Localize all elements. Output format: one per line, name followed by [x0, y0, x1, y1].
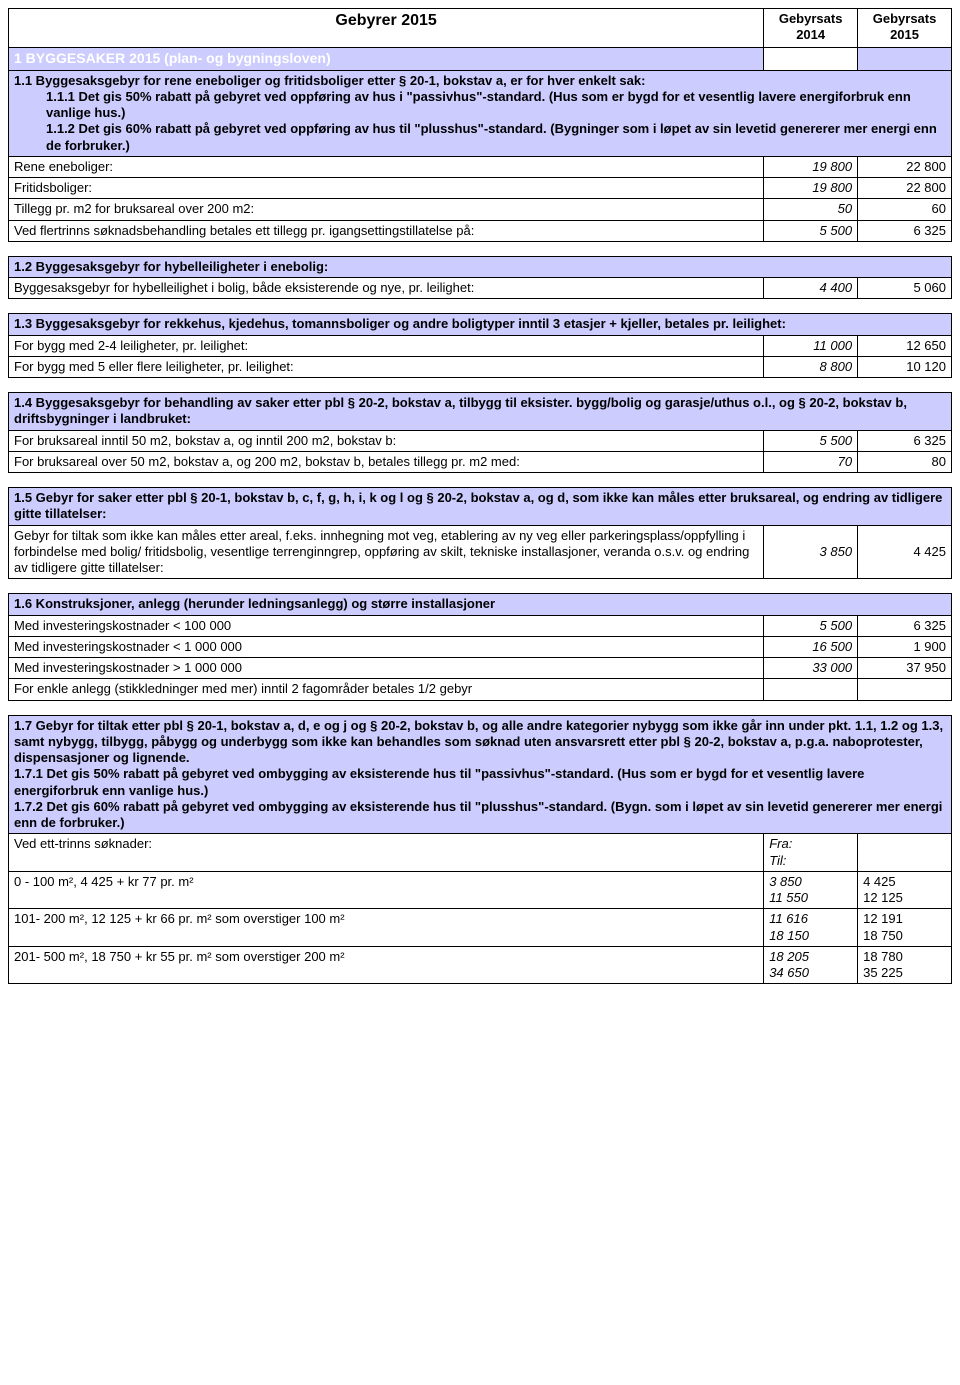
s17-172: 1.7.2 Det gis 60% rabatt på gebyret ved … [14, 799, 946, 832]
row-v14: 70 [764, 451, 858, 472]
row-v14: 33 000 [764, 658, 858, 679]
s17-body: 1.7 Gebyr for tiltak etter pbl § 20-1, b… [9, 715, 952, 834]
row-v14: 16 500 [764, 636, 858, 657]
row-v14: 19 800 [764, 156, 858, 177]
row-v15: 22 800 [858, 178, 952, 199]
table-section-1-1: Gebyrer 2015 Gebyrsats 2014 Gebyrsats 20… [8, 8, 952, 242]
row-label: For enkle anlegg (stikkledninger med mer… [9, 679, 764, 700]
row-v15: 37 950 [858, 658, 952, 679]
row-label: Ved flertrinns søknadsbehandling betales… [9, 220, 764, 241]
row-label: Rene eneboliger: [9, 156, 764, 177]
row-v14: 8 800 [764, 356, 858, 377]
row-v14: 5 500 [764, 615, 858, 636]
col-2015: Gebyrsats 2015 [858, 9, 952, 48]
row-v14: 3 850 [764, 525, 858, 579]
row-label: For bruksareal over 50 m2, bokstav a, og… [9, 451, 764, 472]
row-v15: 6 325 [858, 430, 952, 451]
row-label: For bruksareal inntil 50 m2, bokstav a, … [9, 430, 764, 451]
row-v15: 22 800 [858, 156, 952, 177]
s17-title: 1.7 Gebyr for tiltak etter pbl § 20-1, b… [14, 718, 946, 767]
row-v15: 80 [858, 451, 952, 472]
row-v15: 60 [858, 199, 952, 220]
row-label: 201- 500 m², 18 750 + kr 55 pr. m² som o… [9, 946, 764, 984]
sec-1-1-body: 1.1 Byggesaksgebyr for rene eneboliger o… [9, 70, 952, 156]
row-v14: 18 205 34 650 [764, 946, 858, 984]
table-section-1-2: 1.2 Byggesaksgebyr for hybelleiligheter … [8, 256, 952, 300]
s14-title: 1.4 Byggesaksgebyr for behandling av sak… [9, 393, 952, 431]
table-section-1-4: 1.4 Byggesaksgebyr for behandling av sak… [8, 392, 952, 473]
row-label: 101- 200 m², 12 125 + kr 66 pr. m² som o… [9, 909, 764, 947]
row-v15: 12 650 [858, 335, 952, 356]
col-2014: Gebyrsats 2014 [764, 9, 858, 48]
row-label: Med investeringskostnader < 100 000 [9, 615, 764, 636]
row-v14: 5 500 [764, 430, 858, 451]
row-v14: 5 500 [764, 220, 858, 241]
table-section-1-7: 1.7 Gebyr for tiltak etter pbl § 20-1, b… [8, 715, 952, 985]
row-label: Gebyr for tiltak som ikke kan måles ette… [9, 525, 764, 579]
sec1-title: 1 BYGGESAKER 2015 (plan- og bygningslove… [9, 48, 764, 71]
table-section-1-3: 1.3 Byggesaksgebyr for rekkehus, kjedehu… [8, 313, 952, 378]
row-label: Med investeringskostnader > 1 000 000 [9, 658, 764, 679]
row-v14: 4 400 [764, 278, 858, 299]
s12-title: 1.2 Byggesaksgebyr for hybelleiligheter … [9, 256, 952, 277]
row-label: Fritidsboliger: [9, 178, 764, 199]
row-label: Byggesaksgebyr for hybelleilighet i boli… [9, 278, 764, 299]
table-section-1-5: 1.5 Gebyr for saker etter pbl § 20-1, bo… [8, 487, 952, 579]
row-v15: 1 900 [858, 636, 952, 657]
row-v15: 4 425 12 125 [858, 871, 952, 909]
row-label: For bygg med 2-4 leiligheter, pr. leilig… [9, 335, 764, 356]
row-v14: 50 [764, 199, 858, 220]
row-v15: 6 325 [858, 220, 952, 241]
row-v14: 3 850 11 550 [764, 871, 858, 909]
s11-112: 1.1.2 Det gis 60% rabatt på gebyret ved … [14, 121, 946, 154]
s11-title: 1.1 Byggesaksgebyr for rene eneboliger o… [14, 73, 946, 89]
row-v14: Fra: Til: [764, 834, 858, 872]
row-label: Ved ett-trinns søknader: [9, 834, 764, 872]
row-label: Tillegg pr. m2 for bruksareal over 200 m… [9, 199, 764, 220]
row-v14: 11 616 18 150 [764, 909, 858, 947]
row-v15: 6 325 [858, 615, 952, 636]
row-v15: 4 425 [858, 525, 952, 579]
row-v14: 19 800 [764, 178, 858, 199]
row-v15: 18 780 35 225 [858, 946, 952, 984]
row-label: For bygg med 5 eller flere leiligheter, … [9, 356, 764, 377]
row-label: Med investeringskostnader < 1 000 000 [9, 636, 764, 657]
row-v14: 11 000 [764, 335, 858, 356]
row-v15: 5 060 [858, 278, 952, 299]
s16-title: 1.6 Konstruksjoner, anlegg (herunder led… [9, 594, 952, 615]
s13-title: 1.3 Byggesaksgebyr for rekkehus, kjedehu… [9, 314, 952, 335]
s11-111: 1.1.1 Det gis 50% rabatt på gebyret ved … [14, 89, 946, 122]
row-label: 0 - 100 m², 4 425 + kr 77 pr. m² [9, 871, 764, 909]
doc-title: Gebyrer 2015 [9, 9, 764, 48]
s15-title: 1.5 Gebyr for saker etter pbl § 20-1, bo… [9, 488, 952, 526]
table-section-1-6: 1.6 Konstruksjoner, anlegg (herunder led… [8, 593, 952, 700]
row-v15: 10 120 [858, 356, 952, 377]
row-v15: 12 191 18 750 [858, 909, 952, 947]
s17-171: 1.7.1 Det gis 50% rabatt på gebyret ved … [14, 766, 946, 799]
